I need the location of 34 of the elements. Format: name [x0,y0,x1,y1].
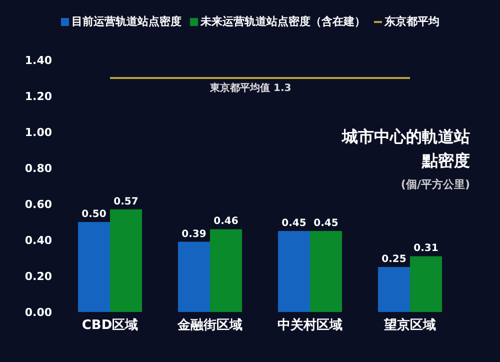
data-label: 0.31 [414,243,438,254]
legend-label: 未来运营轨道站点密度（含在建） [200,14,366,29]
y-tick-label: 0.80 [24,162,52,175]
x-tick-label: CBD区域 [82,318,138,334]
y-tick-label: 1.40 [24,54,52,67]
annotation: 東京都平均值 1.3 [210,81,292,95]
data-label: 0.39 [182,228,206,240]
bar [210,229,242,312]
y-tick-label: 0.20 [24,270,52,283]
data-label: 0.25 [382,254,406,265]
bar [178,242,210,312]
y-tick-label: 0.00 [24,306,52,319]
x-tick-label: 望京区域 [383,317,436,334]
data-label: 0.45 [314,218,338,229]
legend-label: 东京都平均 [384,14,440,29]
data-label: 0.50 [82,209,106,220]
x-tick-label: 中关村区域 [278,317,342,334]
data-label: 0.46 [214,216,238,228]
bar [410,256,442,312]
bar [78,222,110,312]
legend-label: 目前运营轨道站点密度 [70,14,182,29]
bar [110,209,142,312]
text: 城市中心的軌道站點密度 [340,126,470,172]
y-tick-label: 0.60 [24,198,52,211]
x-tick-label: 金融街区域 [176,318,242,334]
bar [278,231,310,312]
y-tick-label: 1.00 [24,126,52,139]
text: (個/平方公里) [400,177,470,193]
bar [378,267,410,312]
y-tick-label: 0.40 [24,234,52,247]
data-label: 0.45 [282,218,306,229]
data-label: 0.57 [114,196,138,208]
y-tick-label: 1.20 [24,90,52,103]
bar [310,231,342,312]
